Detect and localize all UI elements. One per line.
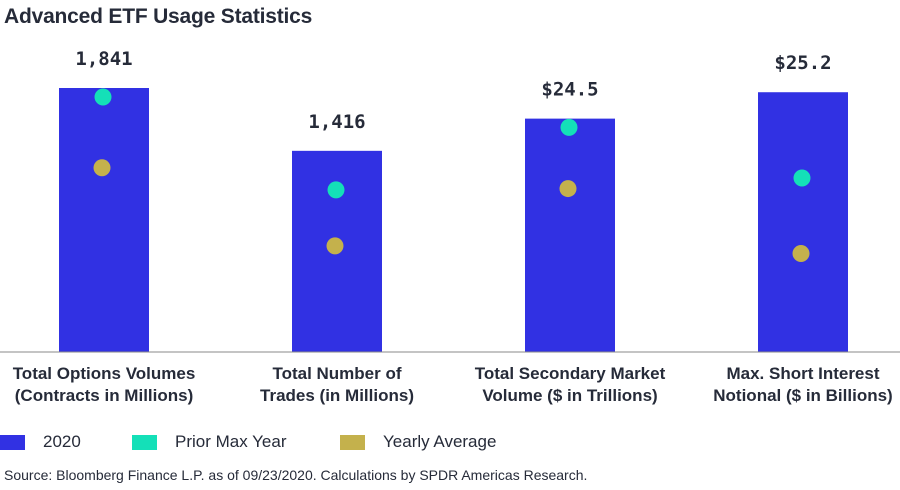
legend-item-prior-max-year: Prior Max Year xyxy=(132,432,287,452)
yearly-average-marker-max-short-interest xyxy=(792,245,810,263)
category-label-line: Total Number of xyxy=(272,364,402,383)
prior-max-marker-total-secondary-market xyxy=(560,118,578,136)
prior-max-marker-max-short-interest xyxy=(793,169,811,187)
legend-swatch-prior-max-year xyxy=(132,434,157,450)
category-label-line: Total Secondary Market xyxy=(474,364,666,383)
bar-value-label-total-options-volumes: 1,841 xyxy=(75,48,132,70)
legend-label-2020: 2020 xyxy=(43,432,81,451)
legend-label-prior-max-year: Prior Max Year xyxy=(175,432,287,451)
bar-value-label-total-number-of: 1,416 xyxy=(308,111,365,133)
category-label-line: Notional ($ in Billions) xyxy=(713,386,893,405)
category-label-max-short-interest: Max. Short Interest Notional ($ in Billio… xyxy=(688,363,900,407)
category-label-line: Volume ($ in Trillions) xyxy=(482,386,658,405)
legend-item-2020: 2020 xyxy=(0,432,81,452)
source-note: Source: Bloomberg Finance L.P. as of 09/… xyxy=(4,467,588,483)
bar-2020-total-secondary-market xyxy=(525,118,615,353)
category-label-total-number-of: Total Number of Trades (in Millions) xyxy=(222,363,452,407)
value-labels-group: 1,841 1,416 $24.5 $25.2 xyxy=(75,48,831,133)
category-label-line: Max. Short Interest xyxy=(726,364,880,383)
yearly-average-marker-total-secondary-market xyxy=(559,180,577,198)
prior-max-marker-total-number-of xyxy=(327,181,345,199)
chart-title: Advanced ETF Usage Statistics xyxy=(4,5,313,28)
bar-2020-max-short-interest xyxy=(758,92,848,352)
legend-swatch-2020 xyxy=(0,434,25,450)
bars-group xyxy=(59,88,848,353)
markers-group xyxy=(93,88,811,263)
legend-label-yearly-average: Yearly Average xyxy=(383,432,497,451)
yearly-average-marker-total-options-volumes xyxy=(93,159,111,177)
bar-value-label-total-secondary-market: $24.5 xyxy=(541,79,598,101)
bar-2020-total-options-volumes xyxy=(59,88,149,352)
category-label-line: (Contracts in Millions) xyxy=(14,386,194,405)
bar-value-label-max-short-interest: $25.2 xyxy=(774,52,831,74)
yearly-average-marker-total-number-of xyxy=(326,237,344,255)
legend-swatch-yearly-average xyxy=(340,434,365,450)
category-label-total-options-volumes: Total Options Volumes (Contracts in Milli… xyxy=(0,363,219,407)
prior-max-marker-total-options-volumes xyxy=(94,88,112,106)
legend-item-yearly-average: Yearly Average xyxy=(340,432,496,452)
category-label-total-secondary-market: Total Secondary Market Volume ($ in Trill… xyxy=(455,363,685,407)
category-label-line: Total Options Volumes xyxy=(12,364,196,383)
category-label-line: Trades (in Millions) xyxy=(260,386,414,405)
